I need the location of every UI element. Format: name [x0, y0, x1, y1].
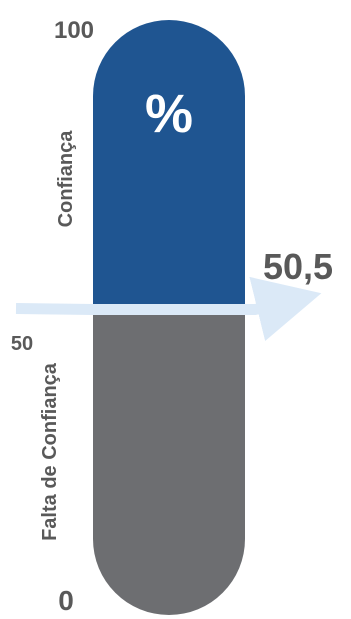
percent-unit-label: %: [145, 84, 193, 144]
value-data-label: 50,5: [263, 246, 333, 287]
lack-of-confidence-axis-label: Falta de Confiança: [39, 362, 61, 541]
tick-label-0: 0: [58, 585, 74, 616]
capsule: [93, 20, 245, 615]
tick-label-100: 100: [54, 17, 94, 44]
value-arrow: [15, 276, 322, 342]
confidence-axis-label: Confiança: [55, 130, 77, 228]
confidence-segment: [93, 20, 245, 315]
tick-label-50: 50: [11, 333, 33, 355]
lack-of-confidence-segment: [93, 314, 245, 615]
